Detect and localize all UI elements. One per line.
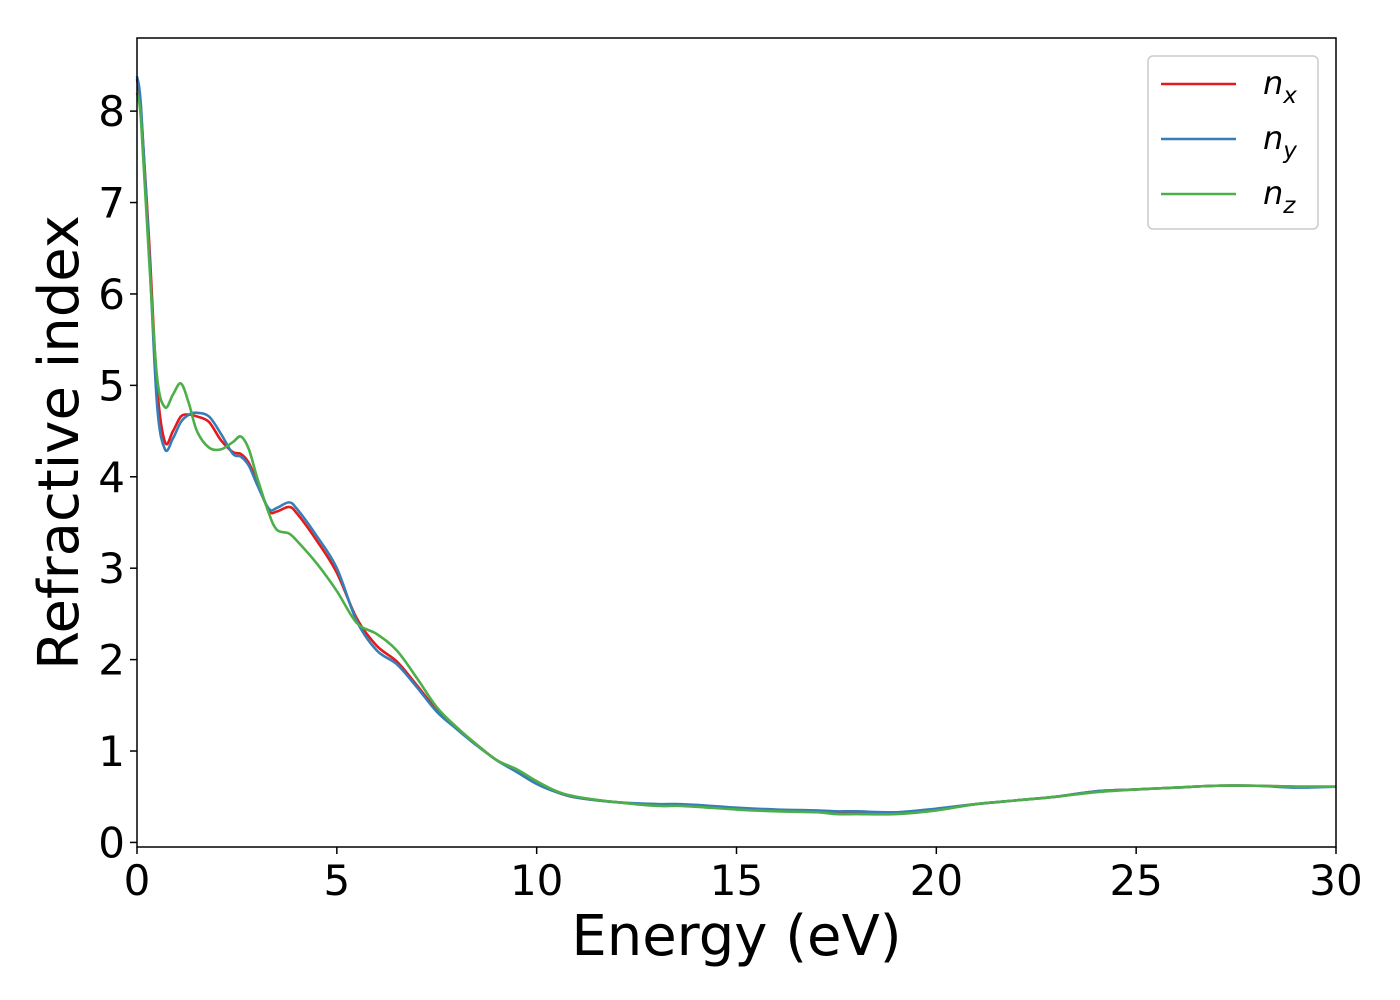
- y-tick-label: 5: [98, 361, 125, 410]
- x-tick-label: 15: [710, 856, 763, 905]
- x-tick-label: 0: [124, 856, 151, 905]
- legend: nx ny nz: [1147, 55, 1319, 230]
- legend-label-nx: nx: [1263, 64, 1297, 109]
- x-tick-label: 20: [910, 856, 963, 905]
- y-tick-label: 3: [98, 544, 125, 593]
- x-axis-title: Energy (eV): [571, 904, 901, 969]
- legend-label-nz: nz: [1263, 174, 1296, 219]
- legend-box: [1147, 55, 1319, 230]
- y-axis: 0 1 2 3 4 5 6 7 8: [98, 87, 137, 867]
- y-tick-label: 0: [98, 818, 125, 867]
- series-layer: [135, 76, 1337, 816]
- y-tick-label: 8: [98, 87, 125, 136]
- y-tick-label: 6: [98, 270, 125, 319]
- series-line-nz: [135, 92, 1337, 816]
- x-tick-label: 10: [510, 856, 563, 905]
- x-axis: 0 5 10 15 20 25 30: [124, 847, 1363, 905]
- x-tick-label: 25: [1109, 856, 1162, 905]
- legend-label-ny: ny: [1263, 119, 1297, 164]
- y-axis-title: Refractive index: [27, 215, 92, 670]
- y-tick-label: 2: [98, 636, 125, 685]
- y-tick-label: 7: [98, 179, 125, 228]
- y-tick-label: 4: [98, 453, 125, 502]
- y-tick-label: 1: [98, 727, 125, 776]
- x-tick-label: 30: [1309, 856, 1362, 905]
- x-tick-label: 5: [323, 856, 350, 905]
